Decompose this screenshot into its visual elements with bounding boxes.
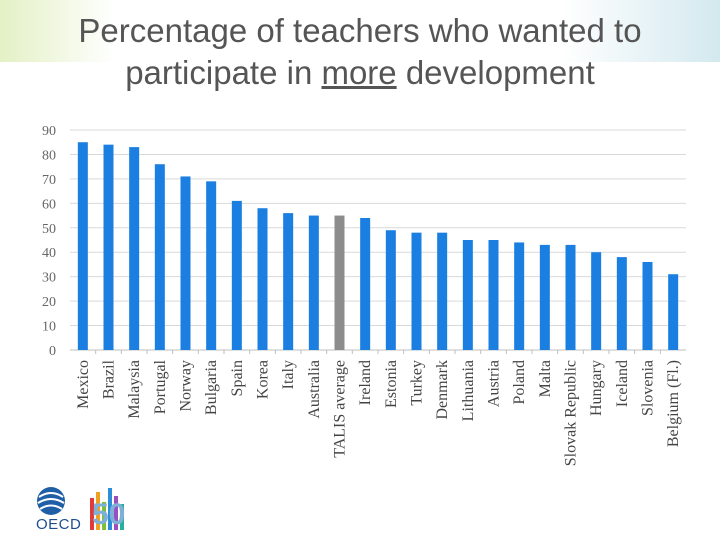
x-tick-label: Poland [511, 360, 528, 404]
oecd-50-mark: 50 [92, 498, 126, 531]
x-tick-label: Belgium (Fl.) [665, 360, 682, 447]
title-emphasis: more [321, 54, 397, 91]
x-tick-label: TALIS average [332, 360, 349, 458]
y-tick-label: 80 [42, 148, 56, 163]
x-tick-label: Portugal [152, 359, 169, 414]
x-tick-label: Estonia [383, 360, 400, 408]
bar [514, 242, 525, 350]
bar [308, 215, 319, 350]
y-tick-label: 50 [42, 222, 56, 237]
bar [437, 232, 448, 350]
x-tick-label: Mexico [75, 360, 92, 409]
bar [231, 200, 242, 350]
y-tick-label: 90 [42, 124, 56, 139]
bar [488, 240, 499, 350]
title-text-start: Percentage of teachers who wanted to par… [78, 12, 642, 91]
y-tick-label: 40 [42, 246, 56, 261]
x-tick-label: Slovenia [640, 360, 657, 416]
bar [565, 244, 576, 350]
x-tick-label: Austria [486, 360, 503, 407]
x-tick-label: Bulgaria [203, 360, 220, 415]
bar [129, 147, 140, 350]
x-tick-label: Hungary [588, 360, 605, 416]
bar [103, 144, 114, 350]
bar [411, 232, 422, 350]
y-tick-label: 20 [42, 295, 56, 310]
slide-title: Percentage of teachers who wanted to par… [30, 10, 690, 94]
bar [283, 213, 294, 350]
bar [385, 230, 396, 350]
bar [77, 142, 88, 350]
title-background-band [0, 0, 720, 62]
bar [257, 208, 268, 350]
bar [334, 215, 345, 350]
bar [154, 164, 165, 350]
bar [360, 218, 371, 350]
oecd-globe-icon [37, 487, 124, 530]
oecd-logo: OECD 50 [34, 484, 138, 533]
bar [642, 262, 653, 350]
bar [668, 274, 679, 350]
x-tick-label: Malta [537, 360, 554, 397]
x-tick-label: Denmark [434, 360, 451, 420]
x-tick-label: Australia [306, 360, 323, 419]
bar [206, 181, 217, 350]
x-tick-label: Italy [280, 360, 297, 389]
y-tick-label: 10 [42, 320, 56, 335]
x-tick-label: Slovak Republic [563, 360, 580, 466]
x-tick-label: Turkey [409, 360, 426, 406]
title-text-end: development [396, 54, 595, 91]
bar [616, 257, 627, 350]
bar [180, 176, 191, 350]
bar [539, 244, 550, 350]
y-tick-label: 0 [49, 344, 56, 359]
oecd-logo-text: OECD [36, 516, 82, 533]
x-tick-label: Korea [255, 360, 272, 399]
x-tick-label: Norway [178, 360, 195, 412]
y-tick-label: 60 [42, 197, 56, 212]
x-tick-label: Brazil [101, 359, 118, 399]
y-tick-label: 70 [42, 173, 56, 188]
x-tick-label: Ireland [357, 360, 374, 405]
x-tick-label: Lithuania [460, 360, 477, 421]
bar [591, 252, 602, 350]
bar [462, 240, 473, 350]
y-tick-label: 30 [42, 271, 56, 286]
x-tick-label: Malaysia [126, 360, 143, 419]
x-tick-label: Iceland [614, 360, 631, 407]
x-tick-label: Spain [229, 360, 246, 396]
